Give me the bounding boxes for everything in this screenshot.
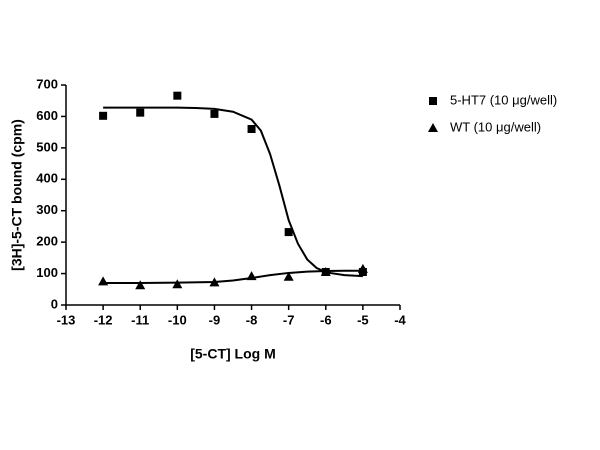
data-point	[99, 111, 108, 120]
legend-label: WT (10 μg/well)	[450, 119, 541, 134]
y-tick-label: 500	[36, 139, 58, 154]
x-tick-label: -11	[131, 312, 149, 327]
data-point	[210, 109, 219, 118]
data-point	[247, 125, 256, 133]
x-tick-label: -13	[57, 312, 76, 327]
legend-label: 5-HT7 (10 μg/well)	[450, 92, 557, 107]
data-point	[135, 280, 146, 290]
x-tick-label: -4	[394, 312, 406, 327]
data-point	[136, 108, 145, 117]
data-point	[98, 276, 109, 286]
y-tick-label: 100	[36, 265, 58, 280]
data-point	[246, 271, 257, 281]
x-tick-label: -5	[357, 312, 369, 327]
fit-curve	[103, 106, 363, 278]
y-tick-label: 300	[36, 202, 58, 217]
y-tick-label: 200	[36, 234, 58, 249]
x-tick-label: -7	[283, 312, 295, 327]
y-tick-label: 0	[51, 296, 58, 311]
data-point	[283, 271, 294, 281]
legend-marker	[429, 97, 437, 105]
legend-marker	[428, 123, 438, 132]
data-point	[320, 267, 331, 276]
x-tick-label: -9	[209, 312, 221, 327]
x-tick-label: -6	[320, 312, 332, 327]
y-axis-title: [3H]-5-CT bound (cpm)	[9, 119, 25, 271]
x-tick-label: -8	[246, 312, 258, 327]
data-point	[357, 263, 368, 273]
data-point	[284, 228, 293, 237]
data-point	[172, 279, 183, 289]
data-point	[173, 91, 182, 100]
fit-curve	[103, 269, 363, 284]
y-tick-label: 600	[36, 108, 58, 123]
y-tick-label: 700	[36, 76, 58, 91]
data-point	[209, 277, 220, 287]
x-tick-label: -12	[94, 312, 113, 327]
x-tick-label: -10	[168, 312, 187, 327]
y-tick-label: 400	[36, 171, 58, 186]
x-axis-title: [5-CT] Log M	[190, 346, 276, 362]
